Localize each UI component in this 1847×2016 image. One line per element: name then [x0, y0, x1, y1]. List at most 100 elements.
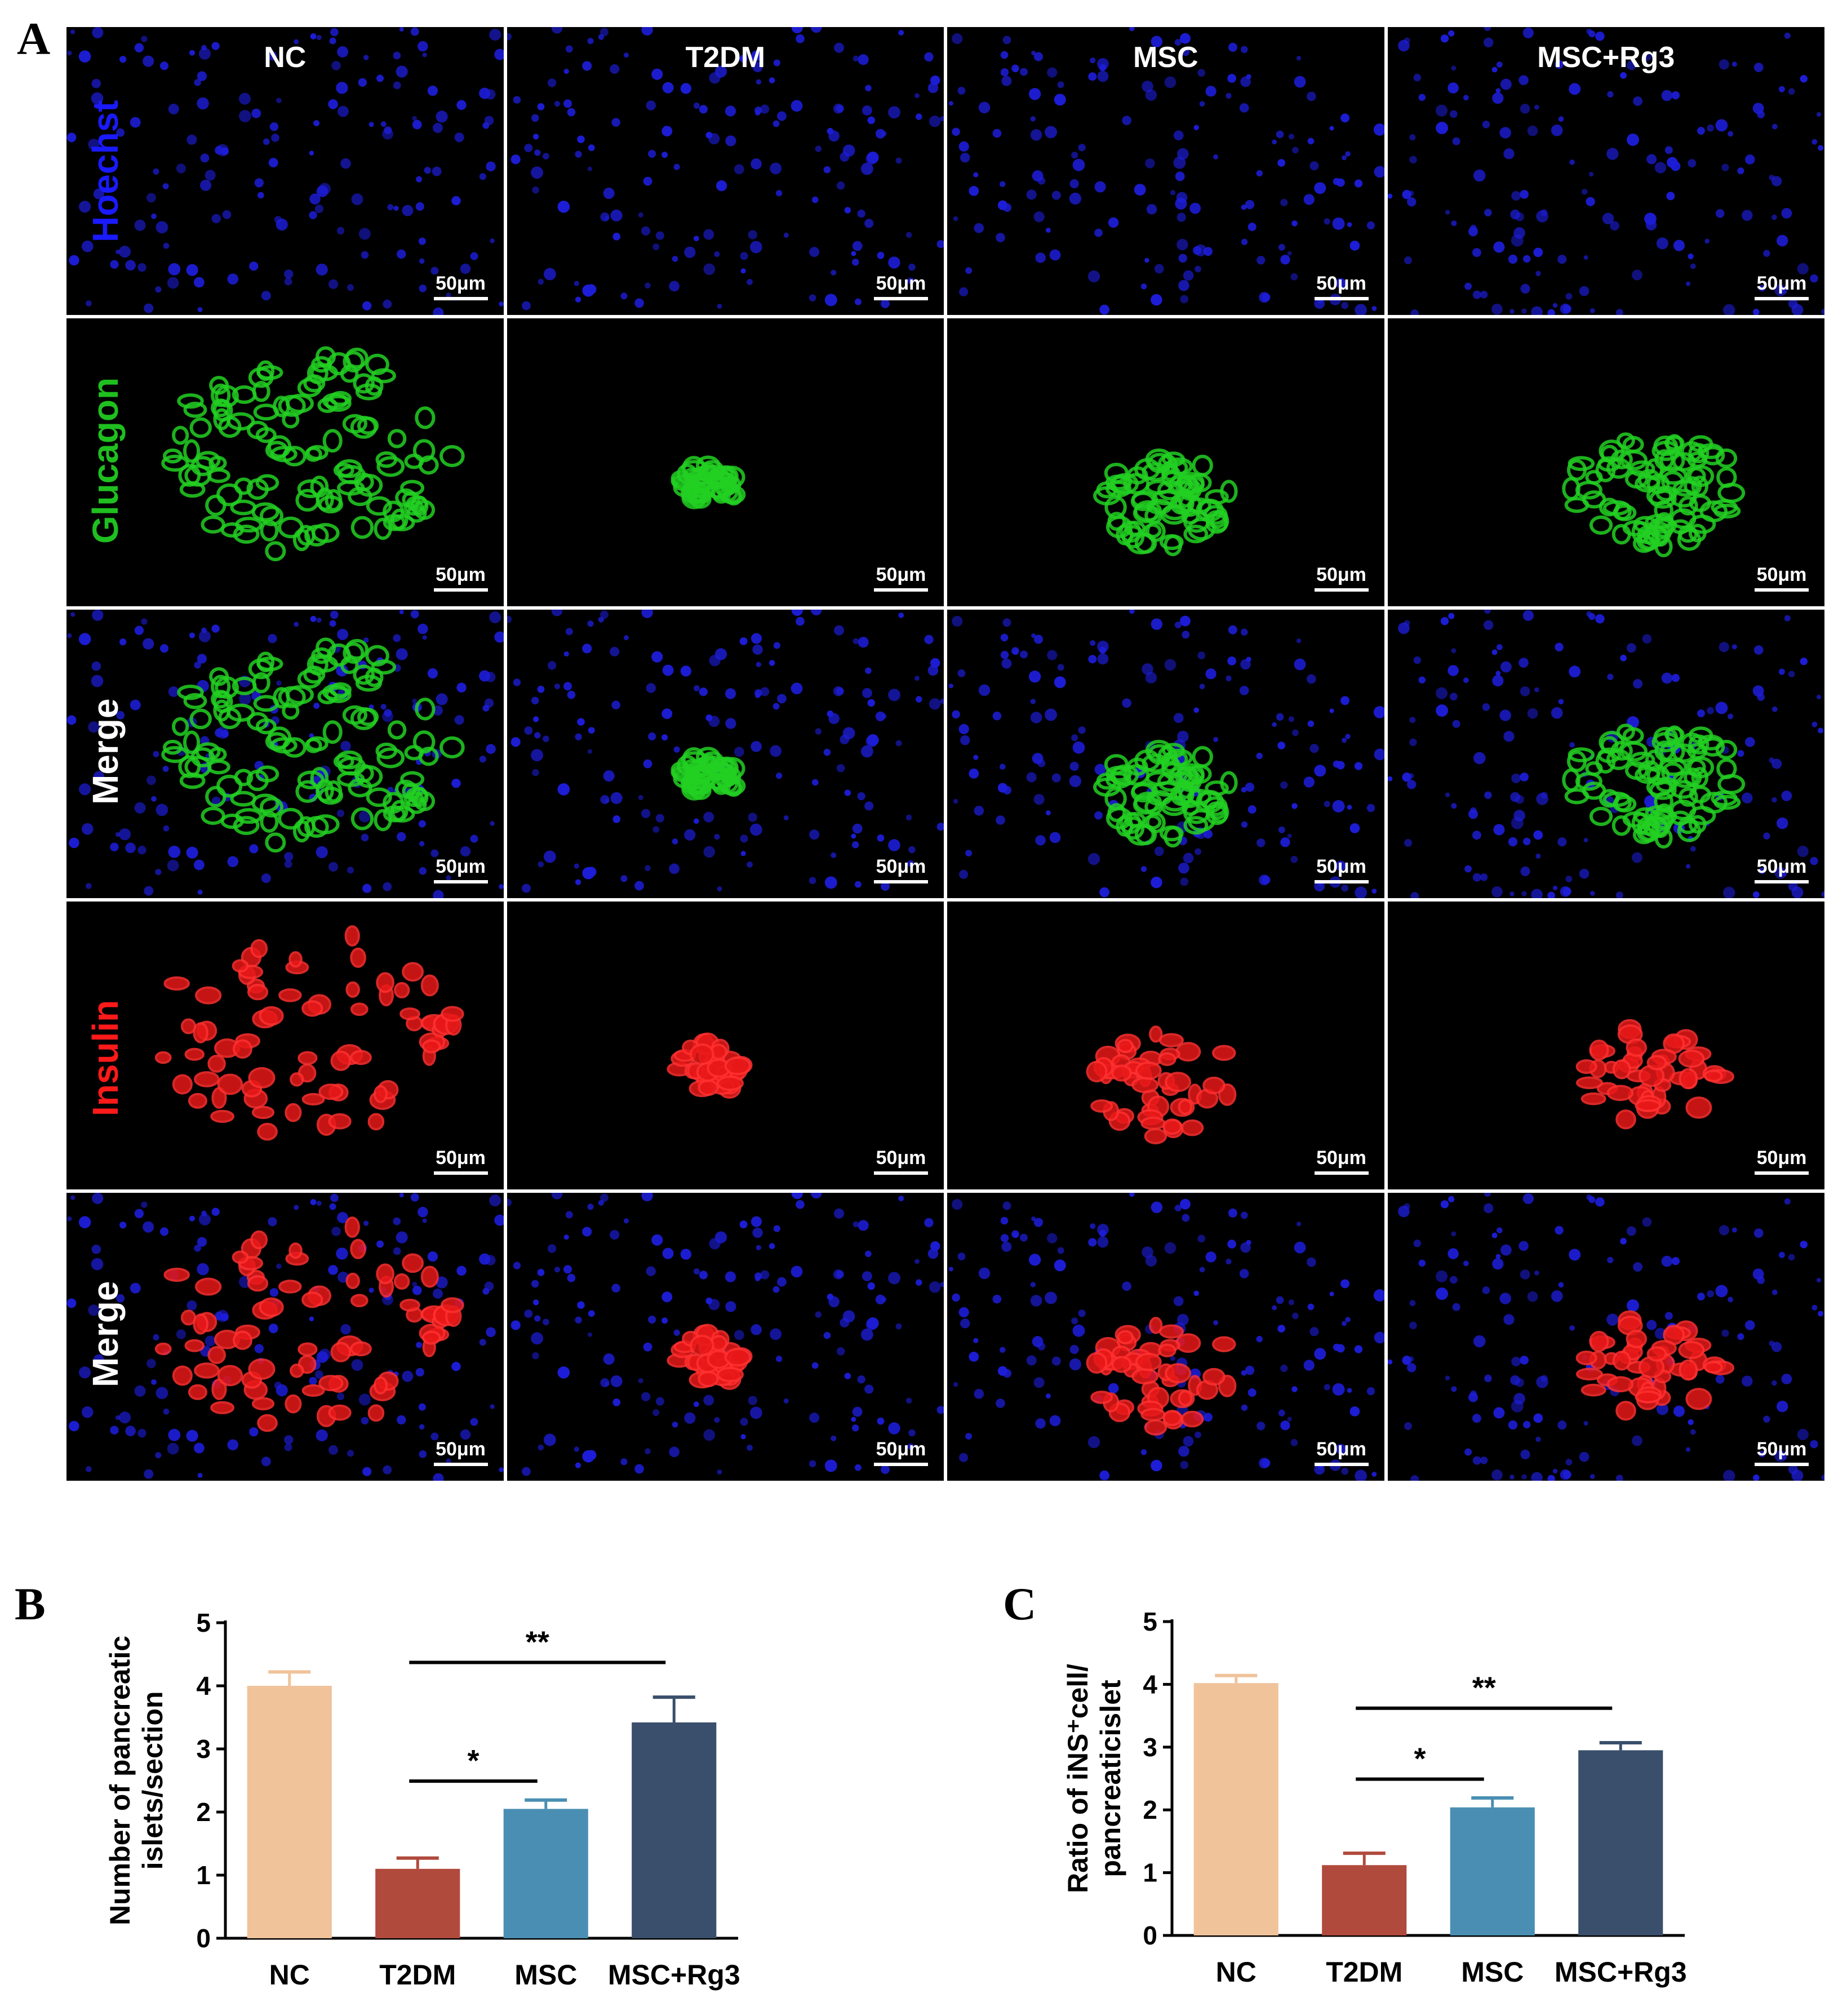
x-tick-label: NC — [1216, 1956, 1257, 1988]
y-tick-label: 3 — [196, 1734, 211, 1764]
row-label-insulin: Insulin — [85, 1000, 126, 1117]
scale-bar-line — [433, 1171, 488, 1175]
scale-bar: 50μm — [433, 564, 488, 592]
micrograph-image — [507, 610, 944, 893]
scale-bar-label: 50μm — [1316, 855, 1366, 877]
y-tick-label: 5 — [1143, 1607, 1157, 1636]
y-axis-label-line: Ratio of iNS⁺cell/ — [1062, 1664, 1094, 1893]
row-label-merge-insulin: Merge — [85, 1281, 126, 1388]
chart-c: 0 1 2 3 4 5 Ratio of iNS⁺cell/pancreaticislet N… — [992, 1589, 1847, 2016]
scale-bar-label: 50μm — [436, 1147, 486, 1169]
scale-bar-line — [1755, 588, 1809, 592]
scale-bar-label: 50μm — [436, 1438, 486, 1460]
scale-bar-line — [433, 297, 488, 301]
scale-bar-label: 50μm — [436, 273, 486, 295]
micrograph-glucagon-msc: 50μm — [947, 318, 1384, 607]
scale-bar: 50μm — [1314, 564, 1369, 592]
scale-bar-label: 50μm — [1316, 564, 1366, 586]
x-tick-label: MSC — [1461, 1956, 1524, 1988]
scale-bar: 50μm — [1755, 564, 1809, 592]
y-axis-label-line: islets/section — [137, 1691, 168, 1870]
scale-bar-line — [874, 588, 928, 592]
micrograph-image — [1387, 1192, 1824, 1481]
micrograph-image — [1575, 1019, 1734, 1129]
y-axis-label-line: Number of pancreatic — [104, 1636, 136, 1925]
micrograph-image — [66, 610, 504, 898]
micrograph-image — [1387, 27, 1824, 316]
x-tick-label: T2DM — [1326, 1956, 1402, 1988]
micrograph-image — [1561, 432, 1745, 558]
scale-bar-line — [1755, 1171, 1809, 1175]
scale-bar-label: 50μm — [1316, 273, 1366, 295]
scale-bar-label: 50μm — [1756, 1438, 1807, 1460]
y-tick-label: 4 — [196, 1671, 211, 1700]
micrograph-nuclei-t2dm: T2DM 50μm — [507, 27, 944, 316]
row-label-merge-glucagon: Merge — [85, 698, 126, 805]
scale-bar-line — [433, 1462, 488, 1466]
y-tick-label: 4 — [1143, 1669, 1157, 1699]
significance-label: * — [467, 1744, 479, 1778]
bar-t2dm — [1322, 1865, 1407, 1935]
scale-bar-line — [1314, 588, 1369, 592]
scale-bar: 50μm — [1755, 1438, 1809, 1466]
micrograph-image — [666, 1032, 753, 1099]
x-tick-label: MSC+Rg3 — [608, 1959, 740, 1991]
scale-bar-label: 50μm — [1756, 1147, 1807, 1169]
column-title: NC — [264, 41, 307, 74]
scale-bar-label: 50μm — [876, 855, 926, 877]
micrograph-merge-insulin-msc: 50μm — [947, 1192, 1384, 1481]
significance-label: * — [1414, 1742, 1426, 1776]
y-tick-label: 0 — [196, 1924, 211, 1953]
scale-bar: 50μm — [1314, 1147, 1369, 1175]
y-tick-label: 2 — [1143, 1795, 1157, 1824]
scale-bar: 50μm — [433, 855, 488, 883]
micrograph-merge-glucagon-t2dm: 50μm — [507, 610, 944, 898]
micrograph-image — [154, 925, 464, 1140]
x-tick-label: NC — [269, 1959, 310, 1991]
scale-bar: 50μm — [874, 564, 928, 592]
microscopy-grid: NC Hoechst 50μm T2DM 50μm MSC 50μm MSC+Rg3 50μm G… — [66, 27, 1824, 1481]
scale-bar-label: 50μm — [876, 1147, 926, 1169]
significance-label: ** — [526, 1626, 549, 1659]
micrograph-image — [948, 1192, 1384, 1481]
x-tick-label: MSC+Rg3 — [1555, 1956, 1687, 1988]
y-tick-label: 1 — [196, 1860, 211, 1890]
micrograph-image — [948, 27, 1384, 316]
scale-bar: 50μm — [1314, 273, 1369, 301]
micrograph-merge-glucagon-nc: Merge 50μm — [66, 610, 504, 898]
column-title: MSC+Rg3 — [1537, 41, 1675, 74]
micrograph-glucagon-nc: Glucagon 50μm — [66, 318, 504, 607]
micrograph-image — [507, 27, 944, 310]
bar-chart-svg: 0 1 2 3 4 5 Ratio of iNS⁺cell/pancreaticislet N… — [1062, 1607, 1687, 1988]
bar-msc-rg3 — [632, 1722, 717, 1938]
micrograph-merge-insulin-t2dm: 50μm — [507, 1192, 944, 1481]
scale-bar-label: 50μm — [1756, 855, 1807, 877]
bar-msc — [1450, 1807, 1535, 1935]
scale-bar-line — [1314, 1462, 1369, 1466]
column-title: T2DM — [685, 41, 766, 74]
y-tick-label: 2 — [196, 1797, 211, 1827]
scale-bar: 50μm — [433, 1147, 488, 1175]
scale-bar-label: 50μm — [436, 855, 486, 877]
bar-chart-svg: 0 1 2 3 4 5 Number of pancreaticislets/section… — [104, 1608, 740, 1991]
scale-bar: 50μm — [1755, 273, 1809, 301]
scale-bar-label: 50μm — [876, 564, 926, 586]
x-tick-label: MSC — [514, 1959, 577, 1991]
micrograph-merge-glucagon-msc: 50μm — [947, 610, 1384, 898]
scale-bar-line — [874, 1171, 928, 1175]
micrograph-merge-glucagon-msc-rg3: 50μm — [1387, 610, 1824, 898]
micrograph-merge-insulin-msc-rg3: 50μm — [1387, 1192, 1824, 1481]
row-label-nuclei: Hoechst — [85, 100, 126, 242]
scale-bar-label: 50μm — [876, 1438, 926, 1460]
micrograph-merge-insulin-nc: Merge 50μm — [66, 1192, 504, 1481]
scale-bar-line — [1314, 1171, 1369, 1175]
bar-msc-rg3 — [1578, 1750, 1663, 1935]
micrograph-insulin-t2dm: 50μm — [507, 901, 944, 1189]
scale-bar-label: 50μm — [1756, 273, 1807, 295]
micrograph-nuclei-msc-rg3: MSC+Rg3 50μm — [1387, 27, 1824, 316]
panel-letter-b: B — [15, 1578, 46, 1629]
bar-msc — [503, 1809, 588, 1938]
scale-bar: 50μm — [433, 273, 488, 301]
micrograph-image — [66, 27, 504, 316]
micrograph-glucagon-t2dm: 50μm — [507, 318, 944, 607]
